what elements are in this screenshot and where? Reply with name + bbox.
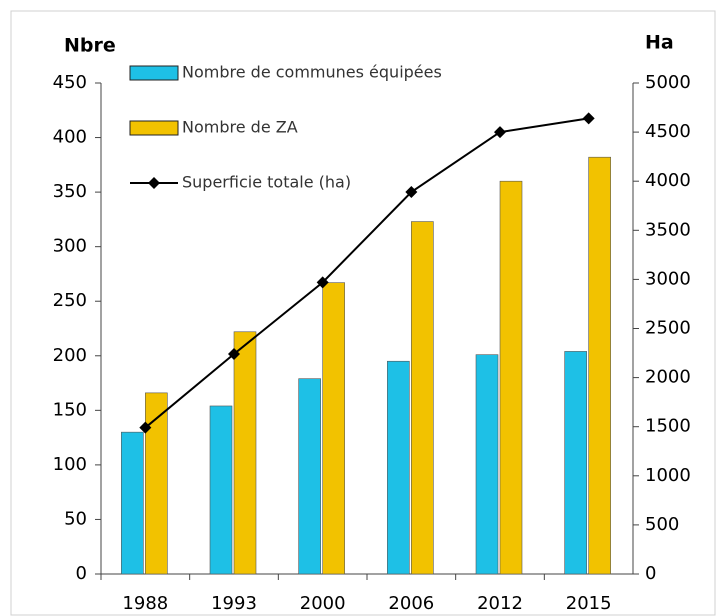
marker bbox=[582, 112, 595, 125]
y-tick-label: 0 bbox=[76, 563, 87, 584]
bar bbox=[564, 351, 587, 575]
bar bbox=[387, 360, 410, 575]
y2-tick-label: 4000 bbox=[645, 170, 691, 191]
legend-swatch bbox=[129, 120, 179, 136]
y-tick-label: 150 bbox=[53, 399, 87, 420]
x-tick-label: 2000 bbox=[300, 593, 346, 614]
legend-label: Superficie totale (ha) bbox=[182, 173, 351, 192]
y2-tick-label: 5000 bbox=[645, 72, 691, 93]
y2-tick-label: 4500 bbox=[645, 121, 691, 142]
y-tick-label: 450 bbox=[53, 72, 87, 93]
y2-tick-label: 0 bbox=[645, 563, 656, 584]
bar bbox=[588, 156, 611, 575]
bar bbox=[475, 354, 499, 575]
y-tick-label: 350 bbox=[53, 181, 87, 202]
y-tick-label: 400 bbox=[53, 127, 87, 148]
x-tick-label: 2015 bbox=[566, 593, 612, 614]
marker bbox=[494, 126, 506, 139]
bar bbox=[298, 378, 321, 575]
bar bbox=[121, 431, 144, 575]
y2-tick-label: 2500 bbox=[645, 318, 691, 339]
bar bbox=[411, 221, 434, 575]
y2-tick-label: 1000 bbox=[645, 465, 691, 486]
y2-tick-label: 2000 bbox=[645, 367, 691, 388]
y2-tick-label: 3500 bbox=[645, 219, 691, 240]
y-tick-label: 200 bbox=[53, 345, 87, 366]
legend-label: Nombre de communes équipées bbox=[182, 63, 442, 82]
bar bbox=[322, 282, 345, 575]
bar bbox=[499, 180, 523, 575]
legend-marker bbox=[148, 177, 160, 189]
x-tick-label: 1988 bbox=[122, 593, 168, 614]
line bbox=[144, 117, 589, 429]
y2-axis-label: Ha bbox=[645, 32, 674, 54]
x-tick-label: 2012 bbox=[477, 593, 523, 614]
bar bbox=[209, 405, 233, 575]
x-tick-label: 1993 bbox=[211, 593, 257, 614]
y-tick-label: 50 bbox=[64, 508, 87, 529]
marker bbox=[405, 186, 418, 199]
bar bbox=[233, 331, 257, 575]
legend-swatch bbox=[129, 65, 179, 81]
y-tick-label: 300 bbox=[53, 236, 87, 257]
x-tick-label: 2006 bbox=[388, 593, 434, 614]
legend-label: Nombre de ZA bbox=[182, 118, 298, 137]
marker bbox=[316, 276, 329, 289]
y-tick-label: 100 bbox=[53, 454, 87, 475]
y2-tick-label: 3000 bbox=[645, 268, 691, 289]
marker bbox=[139, 421, 152, 434]
y-axis-label: Nbre bbox=[64, 35, 116, 57]
y2-tick-label: 500 bbox=[645, 514, 679, 535]
y2-tick-label: 1500 bbox=[645, 416, 691, 437]
bar bbox=[145, 392, 168, 575]
marker bbox=[228, 348, 240, 361]
y-tick-label: 250 bbox=[53, 290, 87, 311]
